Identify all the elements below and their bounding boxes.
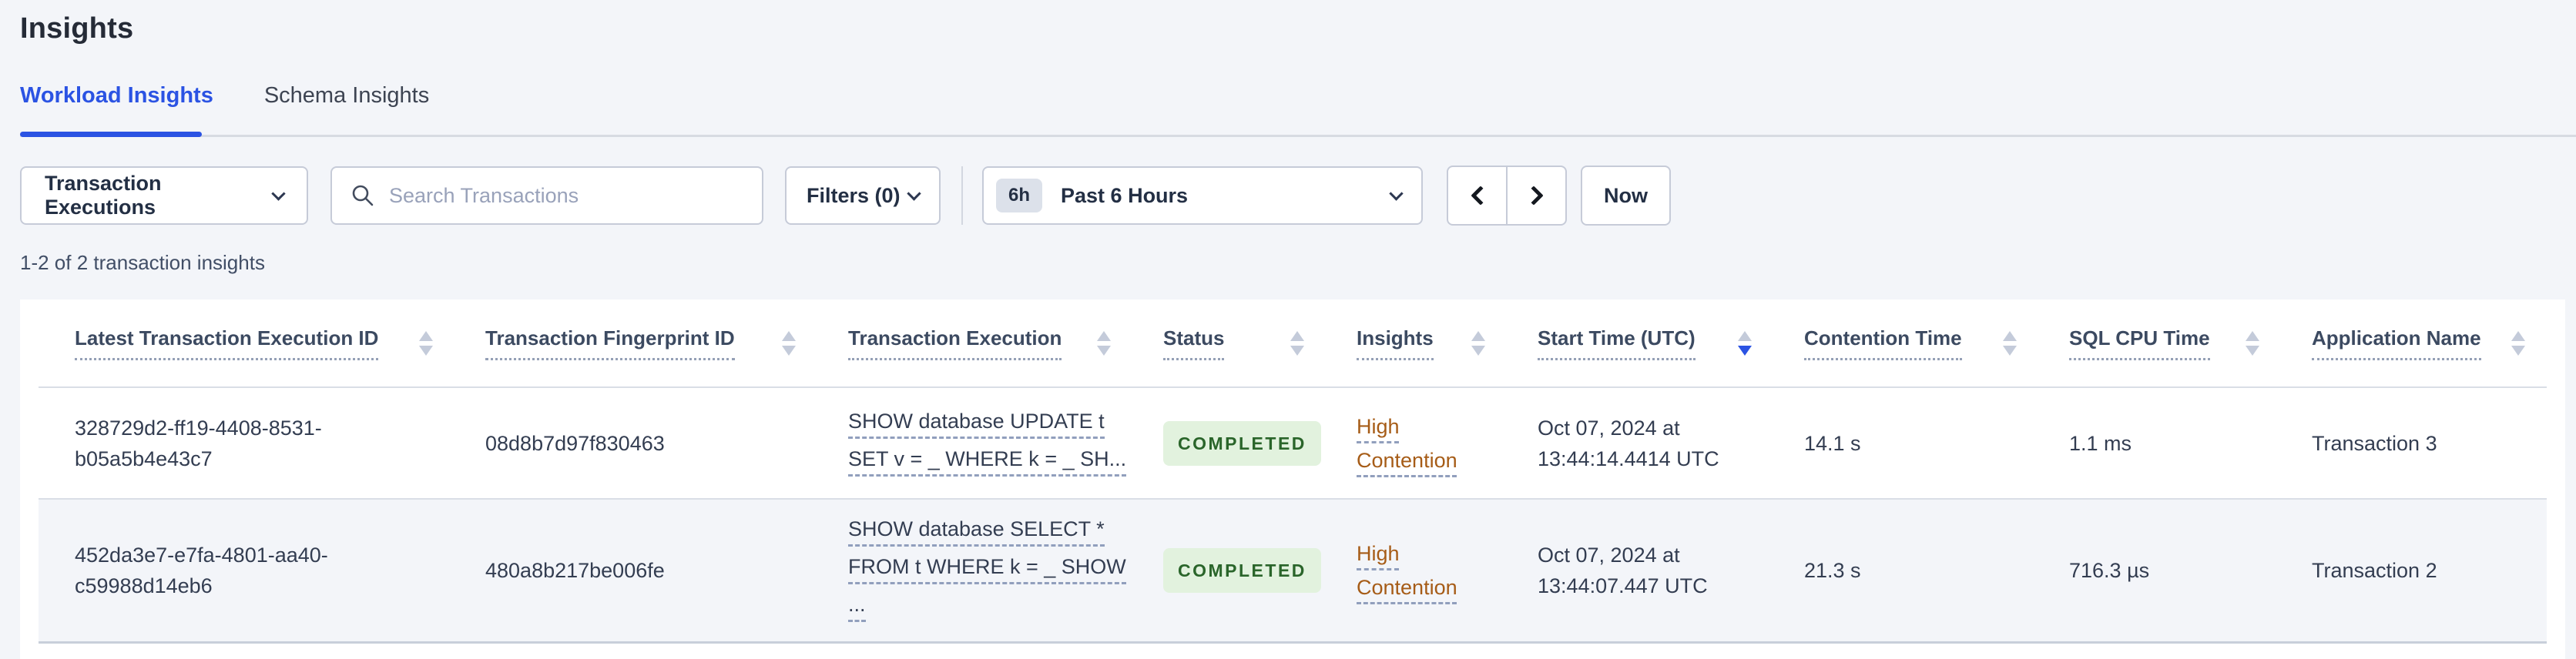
sort-asc-icon xyxy=(419,330,433,341)
filters-button[interactable]: Filters (0) xyxy=(785,166,941,225)
sort-asc-icon xyxy=(782,330,796,341)
sort-asc-icon xyxy=(2511,330,2525,341)
sql-cpu-time: 716.3 µs xyxy=(2069,499,2312,644)
chevron-left-icon xyxy=(1470,186,1491,206)
sort-desc-icon xyxy=(2246,345,2259,356)
tab-workload-insights[interactable]: Workload Insights xyxy=(20,83,213,108)
sort-asc-icon xyxy=(1290,330,1304,341)
table-row: 328729d2-ff19-4408-8531-b05a5b4e43c7 08d… xyxy=(39,387,2547,500)
sort-desc-icon xyxy=(419,345,433,356)
sql-cpu-time: 1.1 ms xyxy=(2069,387,2312,500)
chevron-down-icon xyxy=(271,186,286,201)
sort-desc-icon xyxy=(1097,345,1111,356)
execution-type-dropdown[interactable]: Transaction Executions xyxy=(20,166,308,225)
toolbar-divider xyxy=(961,166,963,225)
fingerprint-id: 08d8b7d97f830463 xyxy=(485,387,848,500)
tab-bar: Workload Insights Schema Insights xyxy=(20,83,429,129)
sort-asc-icon xyxy=(2003,330,2017,341)
column-header-start-time[interactable]: Start Time (UTC) xyxy=(1538,326,1696,360)
prev-time-button[interactable] xyxy=(1447,166,1507,226)
tab-schema-insights[interactable]: Schema Insights xyxy=(263,83,430,108)
sort-asc-icon xyxy=(2246,330,2259,341)
insight-link[interactable]: High Contention xyxy=(1357,414,1457,472)
column-header-insights[interactable]: Insights xyxy=(1357,326,1434,360)
search-icon xyxy=(352,185,374,206)
transaction-execution-link[interactable]: ... xyxy=(848,589,866,623)
execution-type-label: Transaction Executions xyxy=(45,172,162,219)
active-tab-indicator xyxy=(20,132,202,137)
table-row: 452da3e7-e7fa-4801-aa40-c59988d14eb6 480… xyxy=(39,499,2547,644)
application-name: Transaction 3 xyxy=(2312,387,2547,500)
time-nav xyxy=(1447,166,1567,226)
transaction-execution-link[interactable]: FROM t WHERE k = _ SHOW xyxy=(848,551,1126,585)
sort-desc-icon xyxy=(2511,345,2525,356)
column-header-transaction-execution[interactable]: Transaction Execution xyxy=(848,326,1062,360)
start-time: Oct 07, 2024 at 13:44:14.4414 UTC xyxy=(1538,416,1719,470)
search-input[interactable] xyxy=(389,183,743,208)
next-time-button[interactable] xyxy=(1507,166,1567,226)
latest-execution-id: 328729d2-ff19-4408-8531-b05a5b4e43c7 xyxy=(75,416,322,470)
chevron-down-icon xyxy=(907,186,921,201)
sort-toggle-active[interactable] xyxy=(1738,330,1752,356)
column-header-contention-time[interactable]: Contention Time xyxy=(1804,326,1962,360)
table-header-row: Latest Transaction Execution ID Transact… xyxy=(39,299,2547,388)
fingerprint-id: 480a8b217be006fe xyxy=(485,499,848,644)
application-name: Transaction 2 xyxy=(2312,499,2547,644)
sort-toggle[interactable] xyxy=(2003,330,2017,356)
sort-toggle[interactable] xyxy=(2246,330,2259,356)
search-box[interactable] xyxy=(330,166,763,225)
sort-toggle[interactable] xyxy=(1290,330,1304,356)
chevron-right-icon xyxy=(1523,186,1544,206)
sort-toggle[interactable] xyxy=(419,330,433,356)
sort-toggle[interactable] xyxy=(1471,330,1485,356)
time-range-badge: 6h xyxy=(996,179,1043,212)
insights-table-card: Latest Transaction Execution ID Transact… xyxy=(20,299,2565,659)
transaction-execution-cell: SHOW database SELECT * FROM t WHERE k = … xyxy=(848,499,1163,644)
column-header-sql-cpu-time[interactable]: SQL CPU Time xyxy=(2069,326,2210,360)
chevron-down-icon xyxy=(1389,186,1404,201)
now-button[interactable]: Now xyxy=(1581,166,1671,226)
transaction-execution-link[interactable]: SHOW database SELECT * xyxy=(848,513,1105,547)
sort-asc-icon xyxy=(1738,330,1752,341)
sort-asc-icon xyxy=(1471,330,1485,341)
time-range-dropdown[interactable]: 6h Past 6 Hours xyxy=(982,166,1423,225)
contention-time: 21.3 s xyxy=(1804,499,2069,644)
sort-desc-icon xyxy=(782,345,796,356)
sort-toggle[interactable] xyxy=(2511,330,2525,356)
sort-desc-icon xyxy=(2003,345,2017,356)
sort-asc-icon xyxy=(1097,330,1111,341)
sort-desc-icon xyxy=(1290,345,1304,356)
transaction-execution-link[interactable]: SET v = _ WHERE k = _ SH... xyxy=(848,443,1127,477)
status-badge: COMPLETED xyxy=(1163,420,1321,466)
sort-desc-icon xyxy=(1471,345,1485,356)
now-label: Now xyxy=(1604,183,1648,207)
transaction-execution-cell: SHOW database UPDATE t SET v = _ WHERE k… xyxy=(848,387,1163,500)
column-header-application-name[interactable]: Application Name xyxy=(2312,326,2481,360)
sort-toggle[interactable] xyxy=(782,330,796,356)
insights-table: Latest Transaction Execution ID Transact… xyxy=(39,299,2547,644)
time-range-label: Past 6 Hours xyxy=(1061,183,1189,207)
insight-link[interactable]: High Contention xyxy=(1357,541,1457,599)
toolbar: Transaction Executions Filters (0) 6h Pa… xyxy=(20,166,1671,226)
column-header-status[interactable]: Status xyxy=(1163,326,1225,360)
filters-label: Filters (0) xyxy=(807,183,901,207)
column-header-latest-execution-id[interactable]: Latest Transaction Execution ID xyxy=(75,326,379,360)
latest-execution-id: 452da3e7-e7fa-4801-aa40-c59988d14eb6 xyxy=(75,543,328,597)
results-summary: 1-2 of 2 transaction insights xyxy=(20,251,265,274)
tab-divider xyxy=(20,135,2576,137)
column-header-fingerprint-id[interactable]: Transaction Fingerprint ID xyxy=(485,326,735,360)
page-title: Insights xyxy=(20,12,134,45)
sort-toggle[interactable] xyxy=(1097,330,1111,356)
sort-desc-active-icon xyxy=(1738,345,1752,356)
status-badge: COMPLETED xyxy=(1163,547,1321,593)
contention-time: 14.1 s xyxy=(1804,387,2069,500)
start-time: Oct 07, 2024 at 13:44:07.447 UTC xyxy=(1538,543,1708,597)
transaction-execution-link[interactable]: SHOW database UPDATE t xyxy=(848,406,1105,439)
